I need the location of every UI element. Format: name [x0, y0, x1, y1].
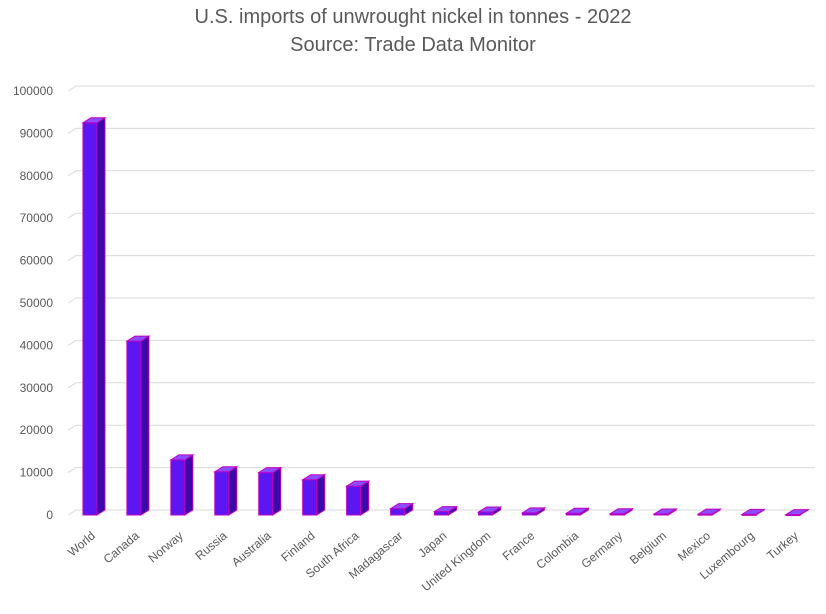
y-tick-label: 40000: [20, 338, 54, 352]
bar-top: [476, 506, 503, 513]
bar-top: [784, 509, 810, 516]
bar-front: [82, 122, 98, 516]
x-tick-label: Canada: [101, 528, 142, 566]
bar-front: [390, 508, 406, 516]
bar-side: [316, 473, 326, 516]
bar: [125, 335, 151, 516]
y-tick-label: 30000: [20, 381, 54, 395]
gridline-depth: [67, 467, 77, 474]
bars: [81, 116, 810, 517]
x-tick-label: Japan: [415, 529, 449, 561]
gridline-depth: [67, 297, 77, 304]
bar-top: [256, 467, 283, 474]
chart-subtitle: Source: Trade Data Monitor: [290, 34, 536, 56]
bar-front: [302, 479, 318, 516]
bar-front: [214, 471, 230, 516]
bar-top: [344, 480, 371, 487]
gridline-depth: [67, 339, 77, 346]
bar-top: [520, 507, 547, 514]
bar: [213, 465, 239, 516]
bar-top: [300, 474, 327, 481]
y-tick-label: 0: [46, 508, 53, 522]
x-tick-label: World: [65, 529, 98, 560]
bar: [344, 480, 371, 516]
bar: [564, 507, 591, 516]
bar: [608, 507, 635, 516]
y-tick-label: 80000: [20, 169, 54, 183]
x-tick-label: Norway: [146, 529, 186, 566]
bar-top: [125, 335, 151, 342]
bar: [388, 502, 415, 516]
y-tick-label: 100000: [13, 84, 53, 98]
bar-front: [170, 459, 186, 516]
gridline-depth: [67, 255, 77, 262]
bar-front: [126, 340, 142, 516]
x-tick-label: Colombia: [533, 528, 581, 572]
bar: [784, 508, 810, 517]
bar: [520, 506, 547, 516]
bar-top: [740, 508, 766, 515]
bar: [256, 466, 283, 516]
y-tick-label: 70000: [20, 211, 54, 225]
bar-side: [360, 480, 370, 516]
y-axis-tick-labels: 0 10000 20000 30000 40000 50000 60000 70000 8000…: [13, 84, 53, 522]
gridline-depth: [67, 382, 77, 389]
bar: [696, 508, 722, 516]
x-tick-label: Germany: [578, 529, 625, 571]
gridline-depth: [67, 170, 77, 177]
bar-top: [169, 454, 195, 461]
bar: [432, 505, 459, 516]
x-tick-label: Mexico: [675, 528, 713, 563]
bar: [476, 506, 503, 516]
bar-side: [184, 453, 194, 516]
bar: [740, 508, 766, 516]
bar-side: [140, 335, 150, 516]
y-tick-label: 60000: [20, 254, 54, 268]
x-tick-label: Russia: [193, 528, 230, 563]
bar-top: [432, 506, 459, 513]
bar-top: [696, 508, 722, 515]
bar: [169, 453, 195, 516]
bar-top: [564, 507, 591, 514]
x-axis-tick-labels: World Canada Norway Russia Australia FinlandS…: [65, 528, 801, 594]
bar-front: [346, 485, 362, 516]
bar-side: [272, 466, 282, 516]
bar-front: [434, 511, 449, 516]
x-tick-label: Australia: [229, 528, 274, 569]
bar-top: [652, 508, 678, 515]
bar: [652, 508, 678, 516]
gridlines: [67, 85, 815, 516]
gridline-depth: [67, 212, 77, 219]
bar-side: [96, 116, 106, 516]
x-tick-label: Turkey: [764, 529, 801, 563]
x-tick-label: Finland: [278, 529, 317, 565]
bar-front: [258, 472, 274, 516]
gridline-depth: [67, 509, 77, 516]
chart-title: U.S. imports of unwrought nickel in tonn…: [194, 6, 632, 28]
y-tick-label: 50000: [20, 296, 54, 310]
bar: [300, 473, 327, 516]
bar: [81, 116, 107, 516]
bar-top: [388, 503, 415, 510]
bar-side: [228, 465, 238, 516]
y-tick-label: 90000: [20, 126, 54, 140]
y-tick-label: 10000: [20, 466, 54, 480]
bar-top: [213, 466, 239, 473]
y-tick-label: 20000: [20, 423, 54, 437]
gridline-depth: [67, 127, 77, 134]
x-tick-label: France: [500, 528, 538, 563]
bar-top: [81, 117, 107, 124]
gridline-depth: [67, 424, 77, 431]
gridline-depth: [67, 85, 77, 92]
x-tick-label: Belgium: [627, 529, 669, 568]
bar-top: [608, 508, 635, 515]
